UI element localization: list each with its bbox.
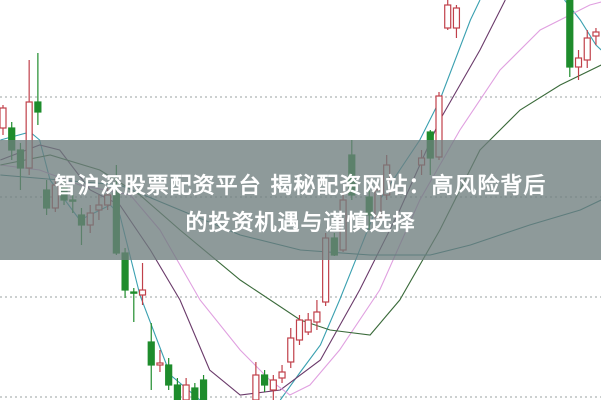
candle-down [191,383,199,400]
candle-body [261,374,269,386]
candle-up [182,378,190,400]
candle-body [130,291,138,294]
candle-body [444,4,452,29]
candle-up [444,0,452,30]
candle-up [583,30,591,68]
candle-body [287,337,295,363]
candle-up [156,350,164,372]
title-line-1: 智沪深股票配资平台 揭秘配资网站：高风险背后 [54,174,547,199]
candle-body [304,319,312,333]
candle-body [182,384,190,400]
candle-up [304,313,312,335]
candle-body [34,101,42,113]
candle-down [566,0,574,77]
candle-up [252,362,260,400]
candle-body [165,364,173,386]
candle-down [130,288,138,322]
candle-down [34,53,42,125]
candle-body [252,374,260,400]
candle-body [566,0,574,68]
candle-body [156,362,164,366]
candle-body [269,379,277,391]
candle-body [191,387,199,400]
candle-down [165,358,173,390]
candle-body [199,379,208,400]
candle-down [261,370,269,392]
candle-body [173,384,181,400]
title-overlay-band [0,140,601,260]
candle-body [313,311,321,323]
candle-up [295,315,304,345]
candle-body [452,7,461,29]
candle-up [574,50,583,80]
candle-up [138,263,147,305]
candle-up [452,5,461,38]
candle-body [147,341,155,366]
candle-up [592,28,600,45]
title-line-2: 的投资机遇与谨慎选择 [185,211,416,236]
candle-up [278,365,286,383]
candle-up [269,375,277,400]
candle-up [0,105,7,135]
candle-up [287,328,295,368]
candle-body [138,289,147,296]
candle-down [147,323,155,390]
candle-body [574,57,583,68]
candle-body [0,107,7,129]
candle-body [592,31,600,37]
candle-body [295,319,304,341]
candle-body [278,371,286,379]
candle-down [173,378,181,400]
candle-down [199,375,208,400]
candle-body [583,37,591,61]
candle-up [313,300,321,330]
